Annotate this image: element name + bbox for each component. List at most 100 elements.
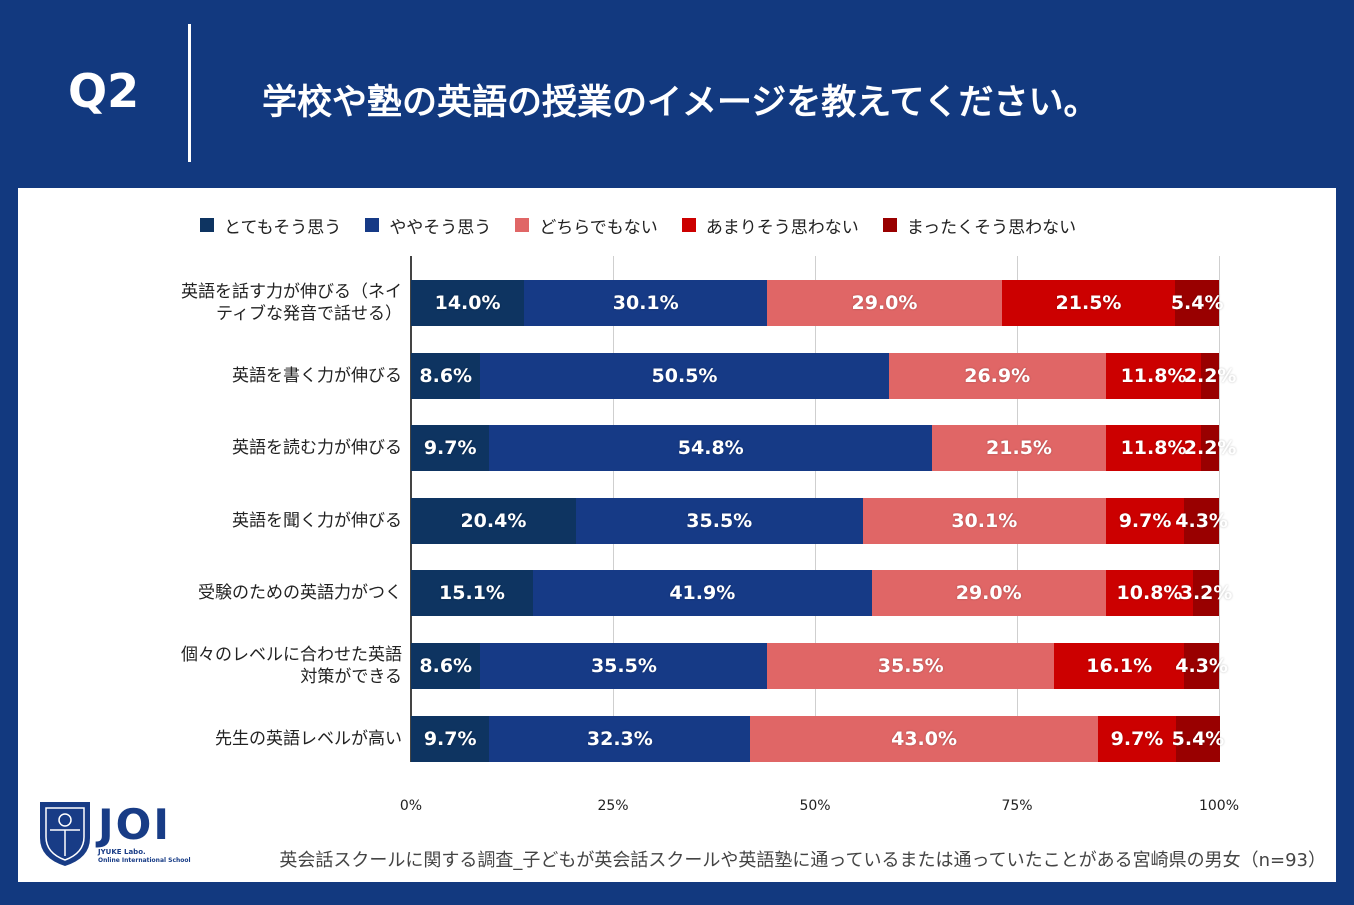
bar-segment: 14.0% bbox=[411, 280, 525, 326]
legend-label: まったくそう思わない bbox=[906, 217, 1077, 238]
bar-segment: 9.7% bbox=[411, 715, 490, 762]
data-label: 9.7% bbox=[423, 437, 477, 460]
data-label: 2.2% bbox=[1183, 364, 1237, 387]
bar-segment: 16.1% bbox=[1054, 643, 1185, 689]
data-label: 4.3% bbox=[1175, 655, 1228, 677]
data-label: 9.7% bbox=[1118, 509, 1172, 532]
category-label: 受験のための英語力がつく bbox=[198, 583, 402, 604]
category-label: 英語を聞く力が伸びる bbox=[232, 510, 402, 531]
bar-segment: 10.8% bbox=[1105, 570, 1194, 617]
bar-segment: 43.0% bbox=[750, 715, 1098, 762]
gridline bbox=[1219, 256, 1220, 762]
data-label: 35.5% bbox=[590, 655, 657, 677]
bar-segment: 29.0% bbox=[871, 570, 1106, 617]
data-label: 16.1% bbox=[1086, 655, 1153, 677]
bar-segment: 8.6% bbox=[411, 352, 481, 399]
data-label: 21.5% bbox=[1055, 292, 1122, 314]
logo-subtitle-2: Online International School bbox=[98, 857, 191, 864]
legend-item-0: とてもそう思う bbox=[200, 213, 341, 238]
data-label: 3.2% bbox=[1179, 582, 1233, 605]
legend-swatch-icon bbox=[882, 218, 897, 232]
bar-segment: 11.8% bbox=[1105, 352, 1202, 399]
bar-segment: 35.5% bbox=[480, 643, 768, 689]
data-label: 2.2% bbox=[1183, 437, 1237, 460]
data-label: 9.7% bbox=[423, 727, 477, 750]
data-label: 11.8% bbox=[1120, 437, 1187, 460]
bar-segment: 21.5% bbox=[932, 425, 1106, 472]
legend-label: あまりそう思わない bbox=[705, 217, 859, 238]
survey-footnote: 英会話スクールに関する調査_子どもが英会話スクールや英語塾に通っているまたは通っ… bbox=[279, 850, 1326, 871]
legend-swatch-icon bbox=[681, 218, 696, 232]
data-label: 8.6% bbox=[419, 364, 473, 387]
bar-segment: 2.2% bbox=[1184, 352, 1236, 399]
data-label: 43.0% bbox=[891, 727, 958, 750]
legend-label: ややそう思う bbox=[389, 217, 492, 238]
bar-segment: 8.6% bbox=[411, 643, 481, 689]
legend-item-4: まったくそう思わない bbox=[882, 213, 1077, 238]
data-label: 50.5% bbox=[651, 364, 718, 387]
category-label: 英語を話す力が伸びる（ネイ ティブな発音で話せる） bbox=[181, 282, 402, 324]
bar-segment: 5.4% bbox=[1172, 715, 1224, 762]
bar-segment: 2.2% bbox=[1184, 425, 1236, 472]
bar-segment: 9.7% bbox=[1097, 715, 1177, 762]
x-tick-label: 0% bbox=[399, 798, 423, 814]
header-divider bbox=[188, 24, 191, 162]
data-label: 15.1% bbox=[439, 582, 505, 605]
data-label: 14.0% bbox=[434, 292, 501, 314]
bar-segment: 30.1% bbox=[862, 497, 1106, 544]
category-label: 英語を読む力が伸びる bbox=[232, 438, 402, 459]
data-label: 21.5% bbox=[986, 437, 1052, 460]
legend-label: とてもそう思う bbox=[224, 217, 342, 238]
bar-segment: 3.2% bbox=[1180, 570, 1232, 617]
category-label: 個々のレベルに合わせた英語 対策ができる bbox=[181, 645, 402, 687]
data-label: 29.0% bbox=[851, 292, 918, 314]
data-label: 5.4% bbox=[1171, 727, 1225, 750]
data-label: 8.6% bbox=[419, 655, 473, 677]
bar-segment: 11.8% bbox=[1105, 425, 1202, 472]
bar-segment: 20.4% bbox=[411, 497, 576, 544]
question-number: Q2 bbox=[68, 64, 140, 118]
data-label: 35.5% bbox=[877, 655, 944, 677]
legend-item-2: どちらでもない bbox=[515, 213, 658, 238]
question-title: 学校や塾の英語の授業のイメージを教えてください。 bbox=[262, 83, 1099, 123]
bar-segment: 41.9% bbox=[533, 570, 872, 617]
data-label: 4.3% bbox=[1175, 509, 1228, 532]
data-label: 9.7% bbox=[1110, 727, 1164, 750]
bar-segment: 5.4% bbox=[1171, 280, 1224, 326]
bar-segment: 29.0% bbox=[767, 280, 1002, 326]
bar-segment: 50.5% bbox=[480, 352, 889, 399]
data-label: 30.1% bbox=[612, 292, 679, 314]
bar-segment: 9.7% bbox=[411, 425, 490, 472]
legend-swatch-icon bbox=[515, 218, 530, 232]
x-tick-label: 50% bbox=[799, 798, 831, 814]
legend-label: どちらでもない bbox=[539, 217, 658, 238]
legend-swatch-icon bbox=[200, 218, 214, 232]
logo-subtitle: JYUKE Labo. bbox=[98, 848, 146, 856]
data-label: 10.8% bbox=[1116, 582, 1183, 605]
data-label: 29.0% bbox=[955, 582, 1022, 605]
bar-segment: 32.3% bbox=[489, 715, 751, 762]
data-label: 5.4% bbox=[1170, 292, 1224, 314]
bar-segment: 54.8% bbox=[489, 425, 933, 472]
legend-item-3: あまりそう思わない bbox=[681, 213, 859, 238]
data-label: 30.1% bbox=[951, 509, 1018, 532]
bar-segment: 4.3% bbox=[1175, 497, 1228, 544]
data-label: 20.4% bbox=[460, 509, 527, 532]
logo-text: JOI bbox=[98, 800, 171, 849]
bar-segment: 9.7% bbox=[1105, 497, 1185, 544]
legend-swatch-icon bbox=[365, 218, 380, 232]
legend-item-1: ややそう思う bbox=[365, 213, 491, 238]
category-label: 先生の英語レベルが高い bbox=[215, 728, 402, 749]
data-label: 32.3% bbox=[586, 727, 653, 750]
bar-segment: 35.5% bbox=[575, 497, 863, 544]
data-label: 11.8% bbox=[1120, 364, 1187, 387]
bar-segment: 35.5% bbox=[767, 643, 1055, 689]
joi-logo-icon bbox=[40, 802, 90, 866]
x-tick-label: 75% bbox=[1001, 798, 1033, 814]
bar-segment: 26.9% bbox=[888, 352, 1106, 399]
bar-segment: 4.3% bbox=[1175, 643, 1228, 689]
chart-legend: とてもそう思う ややそう思う どちらでもない あまりそう思わない まったくそう思わない bbox=[200, 213, 1077, 238]
data-label: 41.9% bbox=[669, 582, 736, 605]
x-tick-label: 100% bbox=[1198, 798, 1240, 814]
bar-segment: 21.5% bbox=[1001, 280, 1176, 326]
